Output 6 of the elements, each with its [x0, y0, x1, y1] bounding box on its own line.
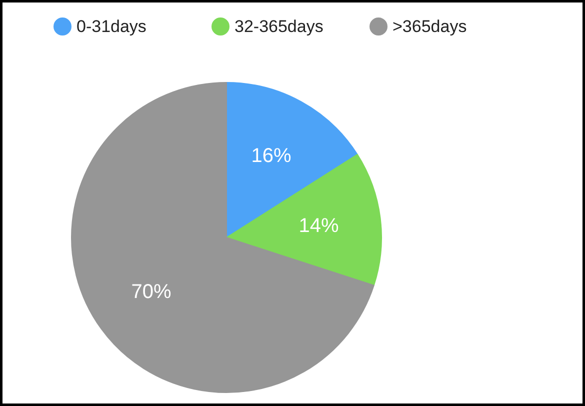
legend-label: 32-365days	[234, 17, 324, 36]
data-label: 16%	[251, 145, 292, 168]
legend-label: 0-31days	[76, 17, 146, 36]
data-label: 70%	[131, 281, 172, 304]
data-label: 14%	[298, 214, 339, 237]
legend-label: >365days	[392, 17, 467, 36]
